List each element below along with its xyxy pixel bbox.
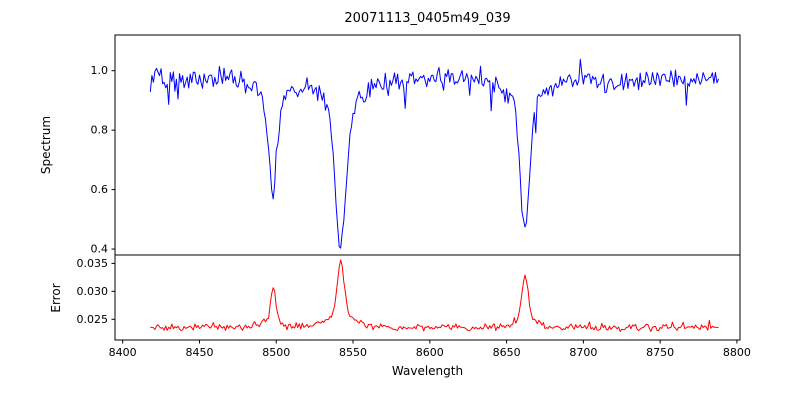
y-tick-label: 0.8	[91, 124, 109, 137]
x-tick-label: 8700	[569, 346, 597, 359]
x-tick-label: 8600	[416, 346, 444, 359]
spectrum-line	[149, 58, 719, 249]
y-tick-label: 0.6	[91, 183, 109, 196]
y-tick-label: 0.025	[77, 313, 109, 326]
x-tick-label: 8750	[646, 346, 674, 359]
y-tick-label: 1.0	[91, 64, 109, 77]
y-tick-label: 0.030	[77, 285, 109, 298]
x-tick-label: 8400	[109, 346, 137, 359]
x-tick-label: 8800	[723, 346, 751, 359]
y-tick-label: 0.035	[77, 257, 109, 270]
x-tick-label: 8650	[493, 346, 521, 359]
x-tick-label: 8450	[185, 346, 213, 359]
chart-title: 20071113_0405m49_039	[344, 11, 511, 26]
x-tick-label: 8550	[339, 346, 367, 359]
x-axis-label: Wavelength	[391, 364, 464, 378]
error-line	[150, 259, 719, 332]
panel-border-spectrum	[114, 34, 741, 256]
y-tick-label: 0.4	[91, 243, 109, 256]
x-tick-label: 8500	[262, 346, 290, 359]
panel-border-error	[114, 254, 741, 341]
